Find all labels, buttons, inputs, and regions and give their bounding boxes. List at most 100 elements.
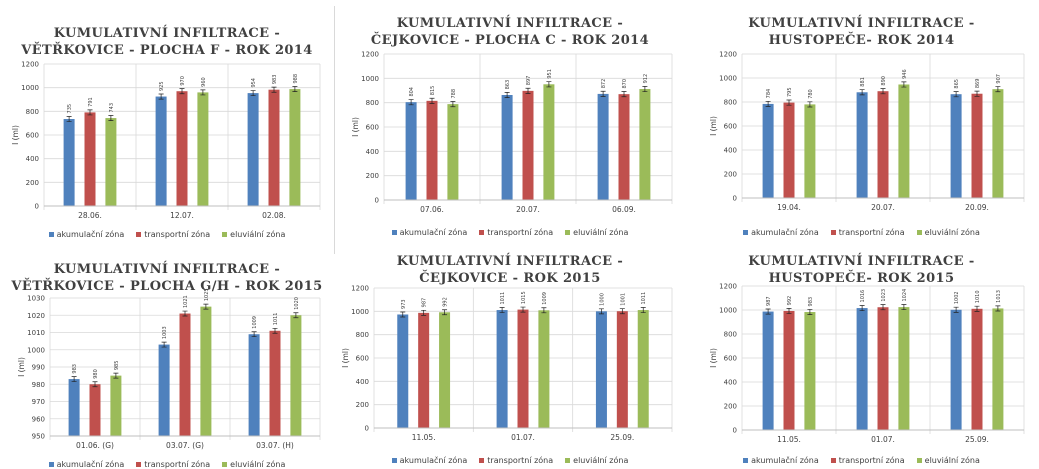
legend-item: eluviální zóna xyxy=(565,228,628,237)
y-tick-label: 0 xyxy=(733,195,737,203)
legend-swatch xyxy=(391,230,397,235)
y-tick-label: 200 xyxy=(356,401,369,409)
chart-subtitle: ČEJKOVICE - PLOCHA C - ROK 2014 xyxy=(370,33,650,48)
bar xyxy=(971,308,983,430)
legend: akumulační zóna transportní zóna eluviální… xyxy=(688,228,1035,237)
bar xyxy=(426,100,438,200)
error-bar xyxy=(541,307,547,314)
y-tick-label: 400 xyxy=(356,378,369,386)
legend: akumulační zóna transportní zóna eluviální… xyxy=(338,228,682,237)
legend-item: akumulační zóna xyxy=(743,456,819,465)
y-tick-label: 950 xyxy=(32,433,45,441)
bar xyxy=(247,93,259,206)
chart-plot: 0 200 400 600 800 1000 1200 I (ml) 784 795 780 19.0… xyxy=(709,51,1025,212)
error-bar xyxy=(525,87,531,94)
x-category-label: 03.07. (G) xyxy=(166,441,204,450)
data-label: 743 xyxy=(109,103,115,113)
error-bar xyxy=(158,93,164,100)
chart-plot: 950 960 970 980 990 1000 1010 1020 1030 I (ml) 983… xyxy=(17,288,321,450)
y-tick-label: 600 xyxy=(366,124,379,132)
legend-label: eluviální zóna xyxy=(924,228,980,237)
data-label: 1016 xyxy=(860,290,866,303)
data-label: 960 xyxy=(201,77,207,87)
y-tick-label: 1200 xyxy=(719,51,737,59)
error-bar xyxy=(66,116,72,122)
legend-item: transportní zóna xyxy=(136,460,210,469)
y-tick-label: 400 xyxy=(366,148,379,156)
data-label: 925 xyxy=(159,81,165,91)
y-axis-label: I (ml) xyxy=(351,117,360,137)
data-label: 788 xyxy=(451,89,457,99)
legend-label: akumulační zóna xyxy=(399,228,468,237)
chart-subtitle: ČEJKOVICE - ROK 2015 xyxy=(419,271,601,286)
legend-item: akumulační zóna xyxy=(391,228,468,237)
data-label: 804 xyxy=(409,87,415,97)
legend-item: transportní zóna xyxy=(479,456,553,465)
bar xyxy=(105,118,117,206)
data-label: 1011 xyxy=(641,292,647,305)
chart-title: KUMULATIVNÍ INFILTRACE - xyxy=(53,26,281,41)
y-tick-label: 1000 xyxy=(351,308,369,316)
error-bar xyxy=(250,90,256,97)
legend-swatch xyxy=(916,458,922,463)
data-label: 988 xyxy=(293,74,299,84)
error-bar xyxy=(642,86,648,93)
chart-plot: 0 200 400 600 800 1000 1200 I (ml) 987 992 983 11.0… xyxy=(709,283,1025,444)
error-bar xyxy=(953,306,959,313)
y-tick-label: 600 xyxy=(724,123,737,131)
error-bar xyxy=(640,307,646,313)
error-bar xyxy=(621,91,627,98)
bar xyxy=(762,103,774,198)
bar xyxy=(179,313,191,436)
bar xyxy=(89,384,101,436)
y-tick-label: 600 xyxy=(26,132,39,140)
y-tick-label: 800 xyxy=(356,331,369,339)
error-bar xyxy=(880,88,886,95)
x-category-label: 20.07. xyxy=(871,203,895,212)
legend-label: transportní zóna xyxy=(838,228,905,237)
legend-label: transportní zóna xyxy=(838,456,905,465)
y-tick-label: 970 xyxy=(32,398,45,406)
error-bar xyxy=(203,303,209,310)
x-category-label: 28.06. xyxy=(78,211,102,220)
bar xyxy=(898,84,910,198)
data-label: 970 xyxy=(180,76,186,86)
bar xyxy=(439,312,451,428)
bar xyxy=(804,104,816,198)
bar xyxy=(992,308,1004,430)
y-tick-label: 980 xyxy=(32,381,45,389)
legend-swatch xyxy=(565,458,571,463)
bar xyxy=(248,334,260,436)
legend-item: transportní zóna xyxy=(136,230,210,239)
bar xyxy=(618,94,630,200)
error-bar xyxy=(113,372,119,379)
x-category-label: 12.07. xyxy=(170,211,194,220)
legend-swatch xyxy=(916,230,922,235)
data-label: 1001 xyxy=(620,293,626,306)
data-label: 1011 xyxy=(500,292,506,305)
data-label: 863 xyxy=(505,80,511,90)
data-label: 870 xyxy=(622,79,628,89)
data-label: 897 xyxy=(526,76,532,86)
legend-item: transportní zóna xyxy=(830,228,905,237)
data-label: 735 xyxy=(67,104,73,114)
error-bar xyxy=(92,381,98,388)
chart-subtitle: VĚTŘKOVICE - PLOCHA F - ROK 2014 xyxy=(21,43,313,58)
y-tick-label: 1020 xyxy=(27,312,45,320)
y-tick-label: 1010 xyxy=(27,329,45,337)
y-tick-label: 1000 xyxy=(21,84,39,92)
data-label: 992 xyxy=(443,297,449,307)
y-axis-label: I (ml) xyxy=(709,116,718,136)
error-bar xyxy=(251,331,257,338)
bar xyxy=(418,312,430,428)
chart-panel: KUMULATIVNÍ INFILTRACE - VĚTŘKOVICE - PLO… xyxy=(4,252,330,469)
chart-panel: KUMULATIVNÍ INFILTRACE - HUSTOPEČE- ROK 2… xyxy=(688,6,1035,240)
chart-panel: KUMULATIVNÍ INFILTRACE - VĚTŘKOVICE - PLO… xyxy=(4,6,330,240)
data-label: 1011 xyxy=(273,313,279,326)
error-bar xyxy=(179,88,185,95)
data-label: 987 xyxy=(422,298,428,308)
error-bar xyxy=(995,305,1001,312)
error-bar xyxy=(200,89,206,96)
y-tick-label: 600 xyxy=(724,355,737,363)
error-bar xyxy=(901,304,907,311)
